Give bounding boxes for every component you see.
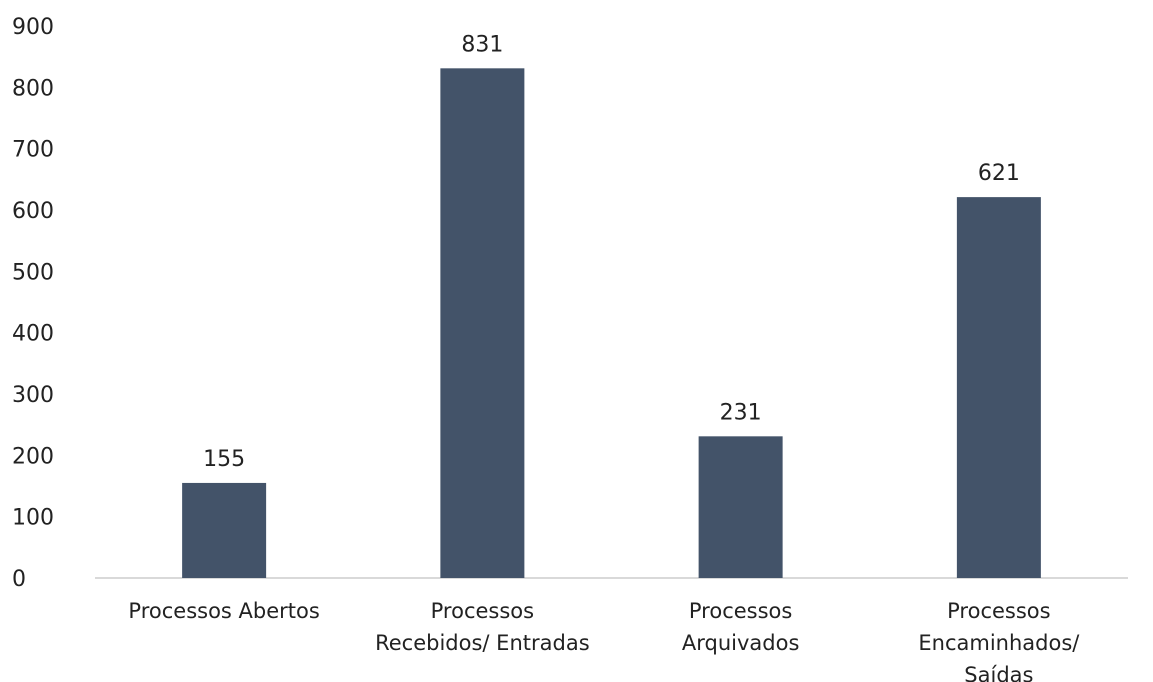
x-category-label: Processos: [431, 599, 534, 623]
y-tick-label: 400: [12, 322, 54, 347]
x-category-label: Arquivados: [682, 631, 800, 655]
bars: [182, 68, 1041, 578]
y-axis-ticks: 0 100 200 300 400 500 600 700 800 900: [12, 15, 54, 592]
y-tick-label: 500: [12, 260, 54, 285]
x-category-label: Processos: [689, 599, 792, 623]
data-labels: 155 831 231 621: [203, 32, 1020, 472]
y-tick-label: 900: [12, 15, 54, 40]
data-label: 621: [978, 161, 1020, 186]
x-category-label: Recebidos/ Entradas: [375, 631, 590, 655]
bar: [182, 482, 267, 578]
bar: [440, 68, 525, 578]
x-category-label: Encaminhados/: [918, 631, 1080, 655]
y-tick-label: 700: [12, 138, 54, 163]
y-tick-label: 600: [12, 199, 54, 224]
x-category-label: Saídas: [964, 663, 1033, 682]
data-label: 831: [461, 32, 503, 57]
bar: [698, 436, 783, 578]
y-tick-label: 0: [12, 567, 26, 592]
y-tick-label: 800: [12, 76, 54, 101]
y-tick-label: 200: [12, 444, 54, 469]
data-label: 155: [203, 447, 245, 472]
data-label: 231: [720, 400, 762, 425]
y-tick-label: 300: [12, 383, 54, 408]
y-tick-label: 100: [12, 506, 54, 531]
x-category-label: Processos Abertos: [128, 599, 319, 623]
bar: [956, 197, 1041, 578]
x-category-label: Processos: [947, 599, 1050, 623]
category-labels: Processos Abertos Processos Recebidos/ Ent…: [128, 599, 1080, 682]
